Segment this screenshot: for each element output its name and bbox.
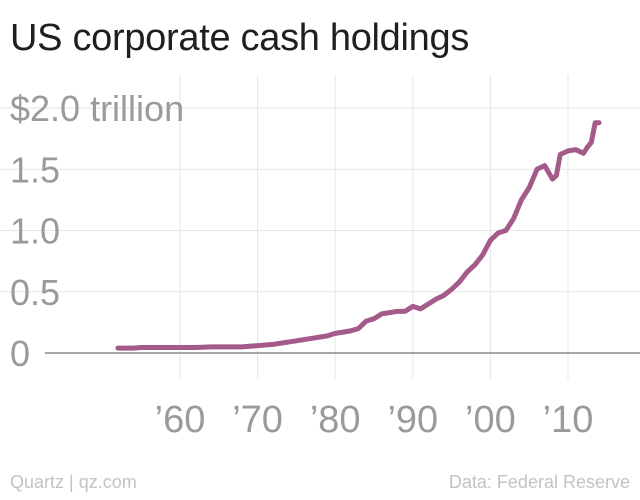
tick-label-layer: 0 0.5 1.0 1.5 $2.0 trillion ’60 ’70 ’80 ’90 ’00 ’1… <box>10 88 593 441</box>
y-tick-label: 0 <box>10 333 30 374</box>
x-tick-label: ’70 <box>232 399 283 441</box>
x-tick-label: ’10 <box>543 399 594 441</box>
y-tick-label: $2.0 trillion <box>10 88 184 129</box>
series-line <box>115 120 602 351</box>
chart-title: US corporate cash holdings <box>10 17 470 59</box>
x-tick-label: ’60 <box>155 399 206 441</box>
x-tick-label: ’00 <box>465 399 516 441</box>
source-credit: Quartz | qz.com <box>10 472 137 492</box>
y-tick-label: 1.0 <box>10 211 60 252</box>
y-tick-label: 1.5 <box>10 149 60 190</box>
data-source: Data: Federal Reserve <box>448 472 630 492</box>
series-layer <box>115 120 602 351</box>
x-tick-label: ’80 <box>310 399 361 441</box>
y-tick-label: 0.5 <box>10 272 60 313</box>
x-tick-label: ’90 <box>387 399 438 441</box>
